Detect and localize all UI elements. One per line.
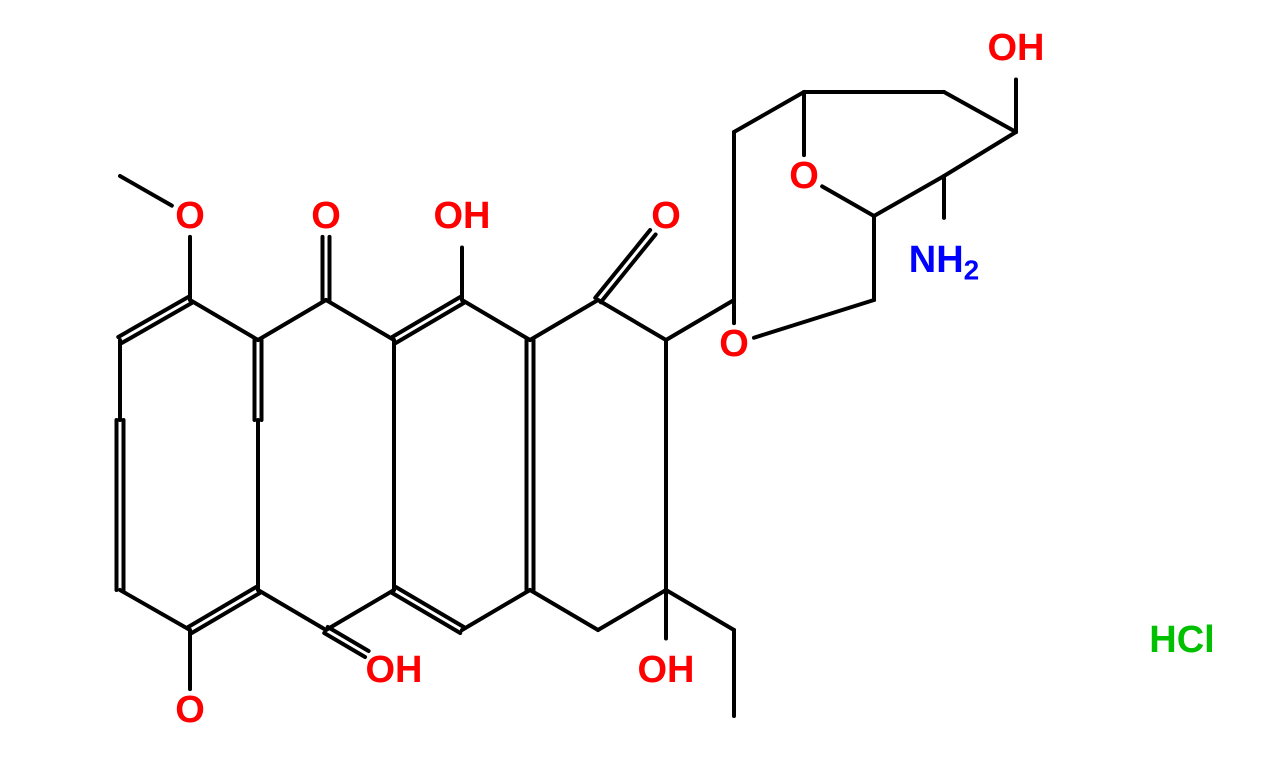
bond [530, 300, 598, 340]
bond [122, 303, 192, 343]
atom-label-O20: OH [366, 649, 423, 691]
atom-label-O9: O [175, 689, 205, 731]
bond [258, 590, 326, 630]
atom-label-O35: O [789, 155, 819, 197]
bond [392, 593, 460, 633]
bond [462, 300, 530, 340]
bond [601, 234, 656, 302]
bond [734, 92, 804, 132]
bond [595, 230, 650, 298]
bond [822, 186, 874, 216]
bond [944, 132, 1016, 176]
atom-label-O29: OH [434, 195, 491, 237]
bond [396, 303, 464, 343]
bond [188, 587, 256, 627]
bond [598, 300, 666, 340]
bond [192, 593, 260, 633]
bond [120, 590, 190, 630]
bond [326, 590, 394, 630]
atom-label-O28: OH [638, 649, 695, 691]
bond [118, 297, 188, 337]
bond [120, 176, 172, 206]
bond [598, 590, 666, 630]
bond [392, 297, 460, 337]
atom-label-O31: O [651, 195, 681, 237]
molecule-diagram: O O O OH OH OH O O O OH NH2 HCl [0, 0, 1275, 773]
atom-label-O41: OH [988, 27, 1045, 69]
bond [666, 590, 734, 630]
bond [754, 300, 874, 338]
atom-label-O17: O [311, 195, 341, 237]
bond [462, 590, 530, 630]
atom-label-O34: O [719, 323, 749, 365]
bond [944, 92, 1016, 132]
bond [326, 300, 394, 340]
bond [874, 176, 944, 216]
bond [530, 590, 598, 630]
atom-label-HCl: HCl [1149, 619, 1214, 661]
bond [190, 300, 258, 340]
atom-label-N42: NH2 [909, 239, 979, 285]
bond [396, 587, 464, 627]
bond [258, 300, 326, 340]
atom-label-O18: O [175, 195, 205, 237]
